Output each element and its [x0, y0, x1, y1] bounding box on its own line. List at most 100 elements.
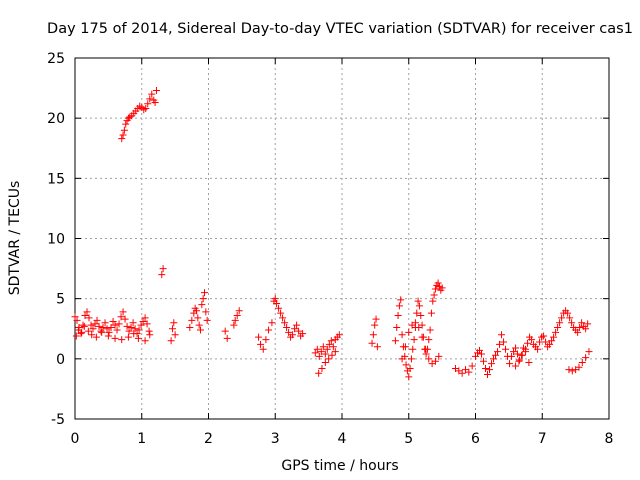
data-point — [277, 309, 285, 317]
data-point — [143, 320, 151, 328]
data-point — [431, 285, 439, 293]
chart-title: Day 175 of 2014, Sidereal Day-to-day VTE… — [47, 21, 633, 37]
data-point — [124, 333, 132, 341]
data-point — [368, 339, 376, 347]
data-point — [568, 319, 576, 327]
data-point — [159, 265, 167, 273]
data-point — [426, 326, 434, 334]
data-point — [192, 307, 200, 315]
data-point — [568, 367, 576, 375]
data-point — [111, 321, 119, 329]
data-point — [435, 352, 443, 360]
data-point — [196, 326, 204, 334]
data-point — [113, 326, 121, 334]
data-point — [422, 350, 430, 358]
data-point — [518, 351, 526, 359]
data-point — [281, 319, 289, 327]
data-point — [167, 337, 175, 345]
data-point — [409, 345, 417, 353]
data-point — [120, 126, 128, 134]
data-point — [104, 332, 112, 340]
data-point — [417, 312, 425, 320]
data-point — [158, 271, 166, 279]
data-point — [430, 291, 438, 299]
data-point — [515, 357, 523, 365]
data-point — [125, 327, 133, 335]
data-point — [496, 340, 504, 348]
data-point — [393, 324, 401, 332]
data-point — [233, 312, 241, 320]
data-point — [146, 95, 154, 103]
data-point — [554, 324, 562, 332]
data-point — [97, 327, 105, 335]
data-point — [291, 325, 299, 333]
data-point — [576, 324, 584, 332]
data-point — [98, 328, 106, 336]
data-point — [231, 316, 239, 324]
data-point — [171, 331, 179, 339]
grid — [75, 58, 609, 419]
data-point — [275, 304, 283, 312]
data-point — [514, 350, 522, 358]
data-point — [170, 319, 178, 327]
data-point — [480, 357, 488, 365]
data-point — [71, 313, 79, 321]
data-point — [127, 324, 135, 332]
data-point — [405, 373, 413, 381]
data-point — [525, 358, 533, 366]
data-point — [578, 358, 586, 366]
data-point — [283, 324, 291, 332]
data-point — [141, 314, 149, 322]
data-point — [200, 289, 208, 297]
data-point — [137, 321, 145, 329]
data-point — [476, 346, 484, 354]
data-point — [398, 355, 406, 363]
data-point — [325, 340, 333, 348]
data-point — [584, 320, 592, 328]
data-point — [268, 319, 276, 327]
data-point — [89, 325, 97, 333]
x-tick-labels: 0 1 2 3 4 5 6 7 8 — [71, 431, 614, 447]
data-point — [556, 319, 564, 327]
data-point — [512, 362, 520, 370]
y-tick-labels: -5 0 5 10 15 20 25 — [47, 51, 65, 428]
data-point — [498, 331, 506, 339]
data-point — [134, 334, 142, 342]
data-point — [299, 330, 307, 338]
data-point — [401, 343, 409, 351]
data-point — [119, 131, 127, 139]
data-point — [502, 345, 510, 353]
data-point — [317, 348, 325, 356]
data-point — [484, 370, 492, 378]
data-point — [494, 348, 502, 356]
x-axis-label: GPS time / hours — [281, 458, 398, 474]
data-point — [105, 328, 113, 336]
data-point — [84, 327, 92, 335]
data-point — [265, 326, 273, 334]
data-point — [295, 327, 303, 335]
data-point — [516, 356, 524, 364]
data-point — [323, 345, 331, 353]
data-point — [101, 319, 109, 327]
data-point — [407, 355, 415, 363]
data-point — [546, 340, 554, 348]
data-point — [418, 333, 426, 341]
data-point — [271, 295, 279, 303]
data-point — [371, 321, 379, 329]
data-point — [123, 322, 131, 330]
data-point — [168, 325, 176, 333]
data-point — [434, 279, 442, 287]
data-point — [405, 328, 413, 336]
data-point — [115, 320, 123, 328]
axis-ticks — [74, 57, 610, 420]
data-point — [146, 331, 154, 339]
data-point — [293, 321, 301, 329]
data-point — [402, 361, 410, 369]
data-point — [331, 348, 339, 356]
data-point — [119, 308, 127, 316]
data-point — [77, 330, 85, 338]
x-tick-label: 5 — [404, 431, 413, 447]
data-point — [465, 368, 473, 376]
data-point — [83, 308, 91, 316]
data-point — [186, 324, 194, 332]
